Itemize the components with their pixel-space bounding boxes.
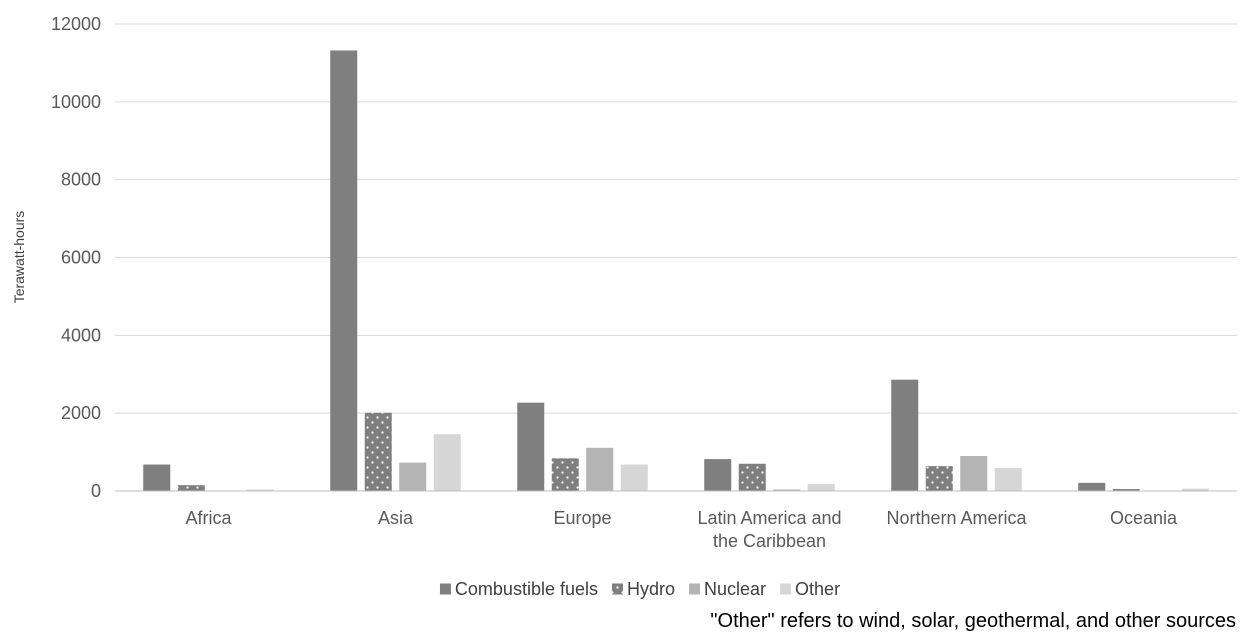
bar-hydro [551, 458, 579, 491]
bar-combustible-fuels [704, 459, 732, 491]
bar-hydro [1112, 489, 1140, 491]
bar-other [807, 483, 835, 491]
legend-label: Other [795, 579, 840, 599]
bar-nuclear [960, 455, 988, 491]
bar-other [246, 489, 274, 491]
bar-other [1181, 488, 1209, 491]
bars [143, 50, 1209, 492]
y-tick-label: 8000 [61, 170, 101, 190]
y-tick-label: 6000 [61, 248, 101, 268]
category-label: the Caribbean [713, 531, 826, 551]
bar-nuclear [399, 462, 427, 491]
bar-combustible-fuels [517, 402, 545, 491]
gridlines [115, 23, 1237, 414]
y-tick-label: 10000 [51, 92, 101, 112]
legend-label: Hydro [627, 579, 675, 599]
bar-hydro [925, 466, 953, 491]
category-label: Northern America [886, 508, 1027, 528]
bar-combustible-fuels [330, 50, 358, 492]
bar-hydro [738, 463, 766, 491]
bar-hydro [177, 485, 205, 491]
legend-label: Nuclear [704, 579, 766, 599]
category-label: Europe [553, 508, 611, 528]
bar-nuclear [773, 489, 801, 491]
bar-other [994, 468, 1022, 491]
category-labels: Africa Asia Europe Latin America and the Car… [185, 508, 1178, 551]
legend-label: Combustible fuels [455, 579, 598, 599]
legend-swatch [612, 583, 623, 595]
legend-swatch [689, 583, 701, 595]
legend: Combustible fuels Hydro Nuclear Other [439, 579, 840, 599]
bar-combustible-fuels [891, 379, 919, 491]
legend-swatch [780, 583, 792, 595]
category-label: Asia [378, 508, 414, 528]
y-axis-label: Terawatt-hours [11, 211, 27, 304]
bar-other [433, 434, 461, 491]
y-tick-label: 0 [91, 481, 101, 501]
y-axis-ticks: 0 2000 4000 6000 8000 10000 12000 [51, 14, 101, 501]
category-label: Africa [185, 508, 232, 528]
bar-hydro [364, 412, 392, 491]
bar-other [620, 464, 648, 491]
bar-combustible-fuels [1078, 482, 1106, 491]
y-tick-label: 12000 [51, 14, 101, 34]
bar-combustible-fuels [143, 464, 171, 491]
y-tick-label: 4000 [61, 325, 101, 345]
footnote: "Other" refers to wind, solar, geotherma… [710, 610, 1236, 632]
y-tick-label: 2000 [61, 403, 101, 423]
legend-swatch [439, 583, 451, 595]
category-label: Latin America and [697, 508, 841, 528]
bar-nuclear [586, 447, 614, 491]
category-label: Oceania [1110, 508, 1178, 528]
